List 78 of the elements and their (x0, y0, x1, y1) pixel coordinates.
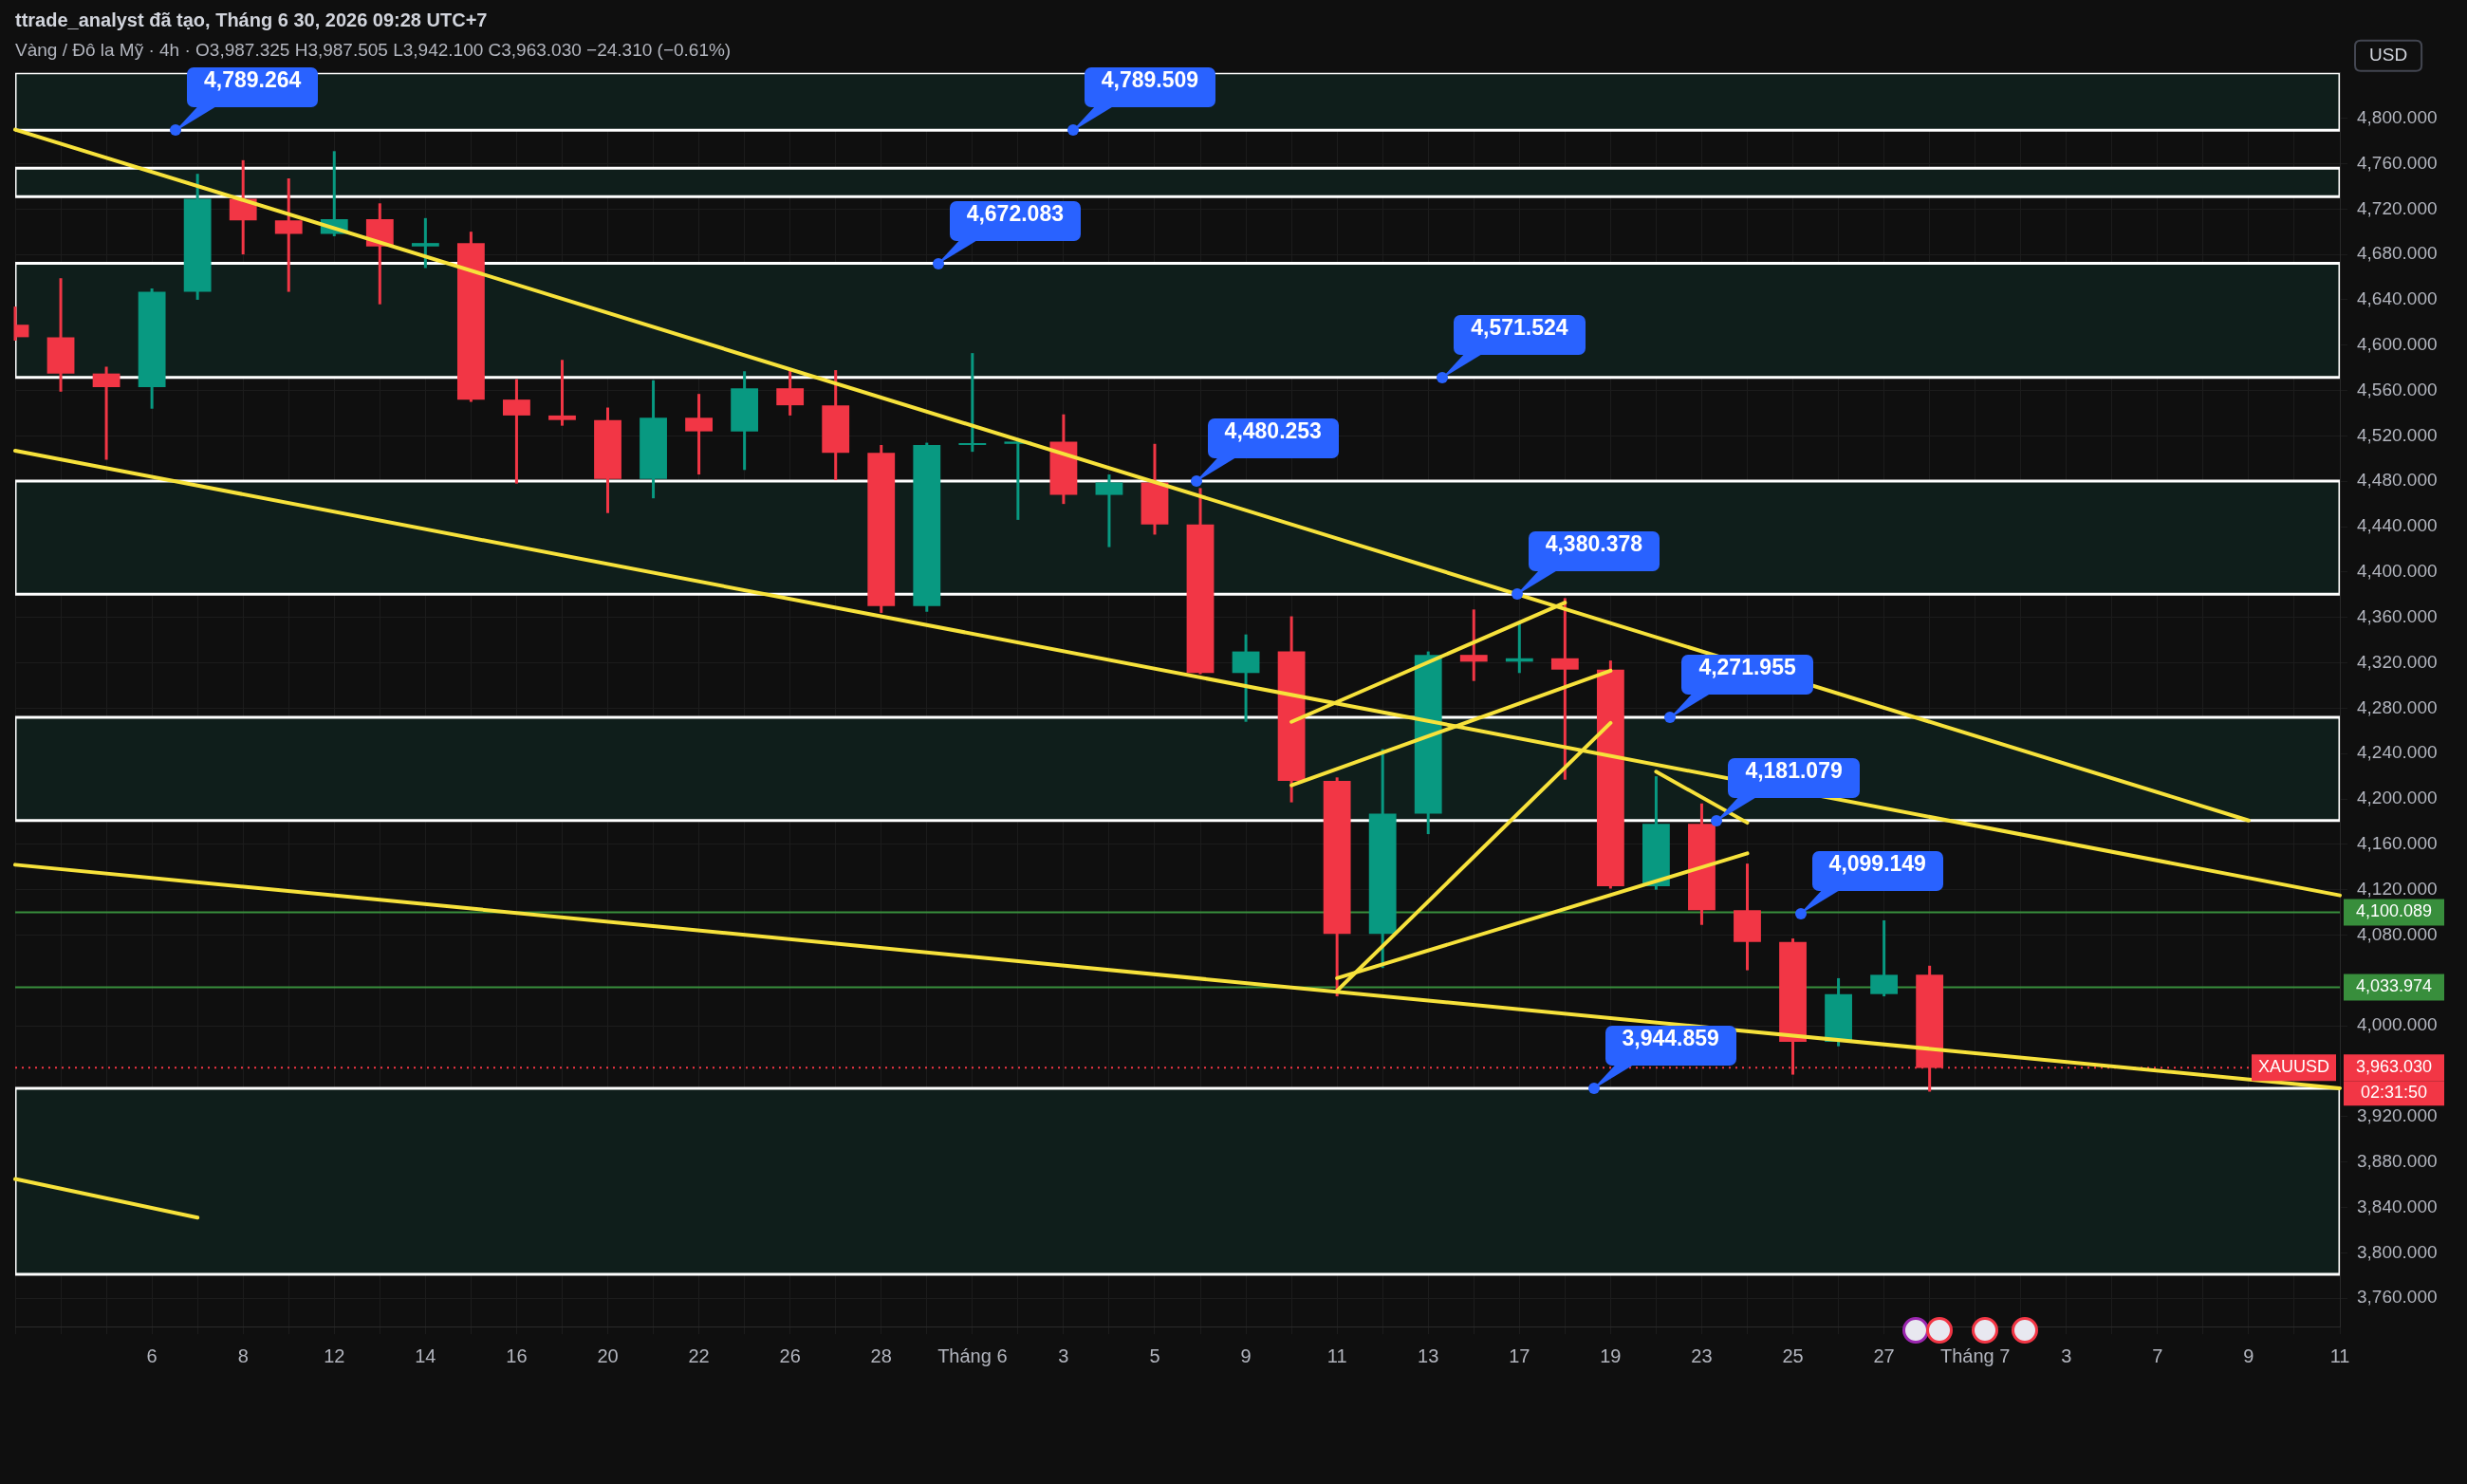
y-tick-label: 4,000.000 (2357, 1014, 2438, 1035)
annotation: 4,380.378 (1528, 531, 1660, 572)
x-tick-label: 9 (1240, 1345, 1252, 1366)
x-tick-label: 7 (2152, 1345, 2163, 1366)
x-tick-label: 11 (2329, 1345, 2350, 1366)
annotation: 4,789.509 (1084, 67, 1216, 108)
x-tick-label: 3 (2061, 1345, 2072, 1366)
x-tick-label: 25 (1782, 1345, 1804, 1366)
y-tick-label: 4,280.000 (2357, 696, 2438, 717)
y-tick-label: 4,560.000 (2357, 379, 2438, 399)
y-tick-label: 3,880.000 (2357, 1150, 2438, 1171)
price-callout: 4,672.083 (932, 200, 1081, 269)
y-tick-label: 4,720.000 (2357, 197, 2438, 218)
y-tick-label: 4,600.000 (2357, 333, 2438, 354)
y-tick-label: 4,360.000 (2357, 605, 2438, 626)
x-tick-label: 26 (779, 1345, 801, 1366)
x-tick-label: 19 (1600, 1345, 1622, 1366)
x-tick-label: 20 (597, 1345, 619, 1366)
y-tick-label: 3,760.000 (2357, 1287, 2438, 1308)
annotation: 4,571.524 (1454, 314, 1586, 355)
x-tick-label: 23 (1691, 1345, 1713, 1366)
x-tick-label: 22 (688, 1345, 710, 1366)
y-tick-label: 4,640.000 (2357, 288, 2438, 309)
y-tick-label: 4,080.000 (2357, 923, 2438, 944)
y-tick-label: 4,200.000 (2357, 788, 2438, 808)
price-callout: 4,099.149 (1794, 850, 1943, 919)
y-tick-label: 4,680.000 (2357, 243, 2438, 264)
x-tick-label: 14 (415, 1345, 436, 1366)
ref-line-label: 4,100.089 (2355, 901, 2433, 921)
price-callout: 4,271.955 (1664, 655, 1813, 723)
x-tick-label: 17 (1509, 1345, 1530, 1366)
ref-line-label: 4,033.974 (2355, 976, 2433, 996)
annotation: 4,672.083 (949, 200, 1081, 241)
y-tick-label: 3,920.000 (2357, 1105, 2438, 1126)
y-tick-label: 4,520.000 (2357, 424, 2438, 445)
y-tick-label: 3,800.000 (2357, 1241, 2438, 1262)
x-tick-label: 11 (1326, 1345, 1347, 1366)
y-tick-label: 4,120.000 (2357, 878, 2438, 899)
x-tick-label: 8 (237, 1345, 249, 1366)
annotation: 4,480.253 (1207, 417, 1339, 458)
price-callout: 4,181.079 (1711, 757, 1860, 826)
ref-line-label: 3,963.030 (2355, 1057, 2433, 1077)
y-tick-label: 4,800.000 (2357, 106, 2438, 127)
y-tick-label: 4,160.000 (2357, 833, 2438, 854)
y-tick-label: 4,320.000 (2357, 651, 2438, 672)
y-tick-label: 4,440.000 (2357, 515, 2438, 536)
x-tick-label: 16 (506, 1345, 528, 1366)
price-callout: 4,789.509 (1067, 67, 1216, 137)
annotation: 4,271.955 (1681, 654, 1813, 695)
price-callout: 4,480.253 (1190, 417, 1339, 487)
x-tick-label: 13 (1418, 1345, 1439, 1366)
x-tick-label: 6 (146, 1345, 158, 1366)
y-axis-title: USD (2369, 45, 2408, 65)
annotation: 3,944.859 (1604, 1026, 1736, 1067)
annotation: 4,181.079 (1728, 757, 1860, 798)
y-tick-label: 4,760.000 (2357, 152, 2438, 173)
y-tick-label: 4,400.000 (2357, 561, 2438, 582)
y-tick-label: 4,240.000 (2357, 742, 2438, 763)
x-tick-label: 28 (870, 1345, 892, 1366)
price-callout: 4,789.264 (170, 67, 319, 137)
price-callout: 3,944.859 (1587, 1026, 1736, 1095)
price-callout: 4,571.524 (1437, 314, 1586, 383)
x-tick-label: Tháng 6 (937, 1345, 1008, 1366)
x-tick-label: 12 (324, 1345, 345, 1366)
text: 02:31:50 (2360, 1083, 2428, 1103)
chart-title: ttrade_analyst đã tạo, Tháng 6 30, 2026 09:28 UTC+7 (15, 9, 488, 30)
chart-subtitle: Vàng / Đô la Mỹ · 4h · O3,987.325 H3,987.505 L3,942.100 C3,963.030 −24.310 (−0.61%) (15, 39, 732, 60)
price-callout: 4,380.378 (1511, 531, 1660, 601)
annotation: XAUUSD (2257, 1057, 2329, 1077)
x-tick-label: Tháng 7 (1939, 1345, 2011, 1366)
x-tick-label: 3 (1058, 1345, 1069, 1366)
y-tick-label: 3,840.000 (2357, 1196, 2438, 1216)
x-tick-label: 9 (2243, 1345, 2254, 1366)
x-tick-label: 5 (1149, 1345, 1160, 1366)
y-tick-label: 4,480.000 (2357, 470, 2438, 491)
annotation: 4,099.149 (1811, 850, 1943, 891)
x-tick-label: 27 (1873, 1345, 1895, 1366)
annotation: 4,789.264 (187, 67, 319, 108)
